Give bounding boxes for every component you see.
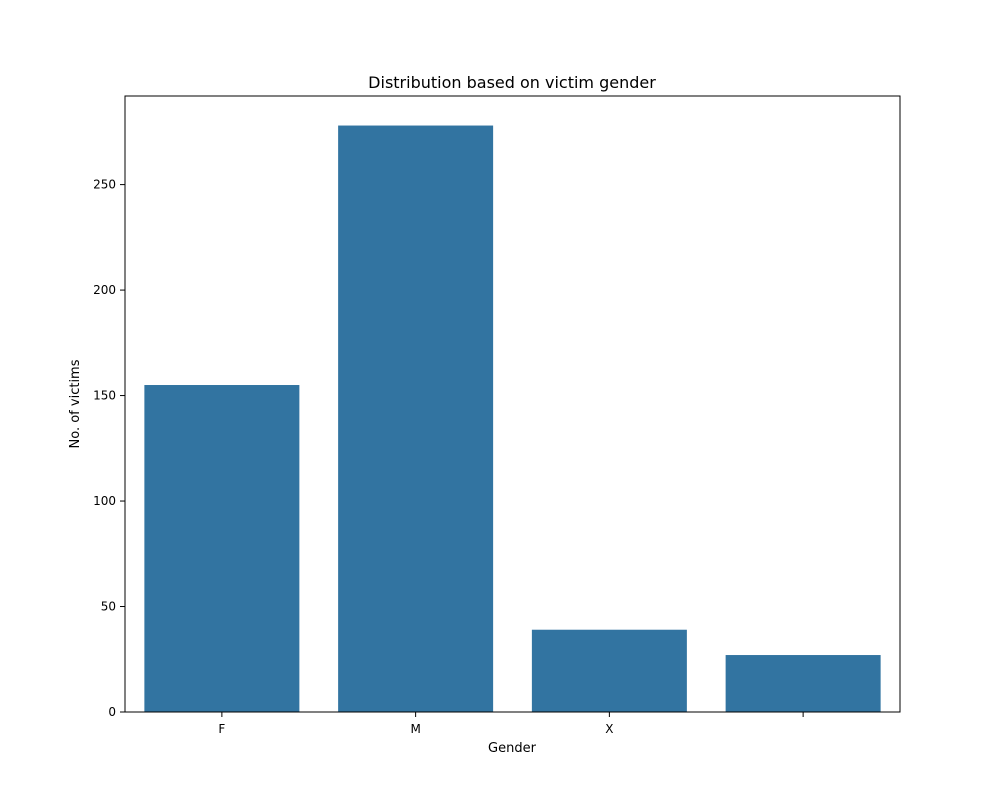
chart-title: Distribution based on victim gender [368, 73, 656, 92]
y-tick-label: 0 [108, 705, 116, 719]
plot-frame [124, 95, 901, 713]
y-tick-label: 250 [93, 178, 116, 192]
y-tick-label: 50 [101, 600, 116, 614]
x-tick-label: M [410, 722, 420, 736]
bar-blank [725, 655, 881, 712]
y-tick-label: 200 [93, 283, 116, 297]
y-tick-label: 100 [93, 494, 116, 508]
y-axis: 0 50 100 150 200 250 [93, 178, 125, 719]
bar-F [144, 385, 300, 712]
y-axis-label: No. of victims [68, 359, 83, 448]
bars-layer [144, 125, 881, 713]
x-axis-label: Gender [488, 741, 537, 756]
bar-M [338, 125, 494, 713]
y-tick-label: 150 [93, 389, 116, 403]
x-tick-label: F [218, 722, 225, 736]
bar-X [531, 629, 687, 712]
x-tick-label: X [605, 722, 613, 736]
